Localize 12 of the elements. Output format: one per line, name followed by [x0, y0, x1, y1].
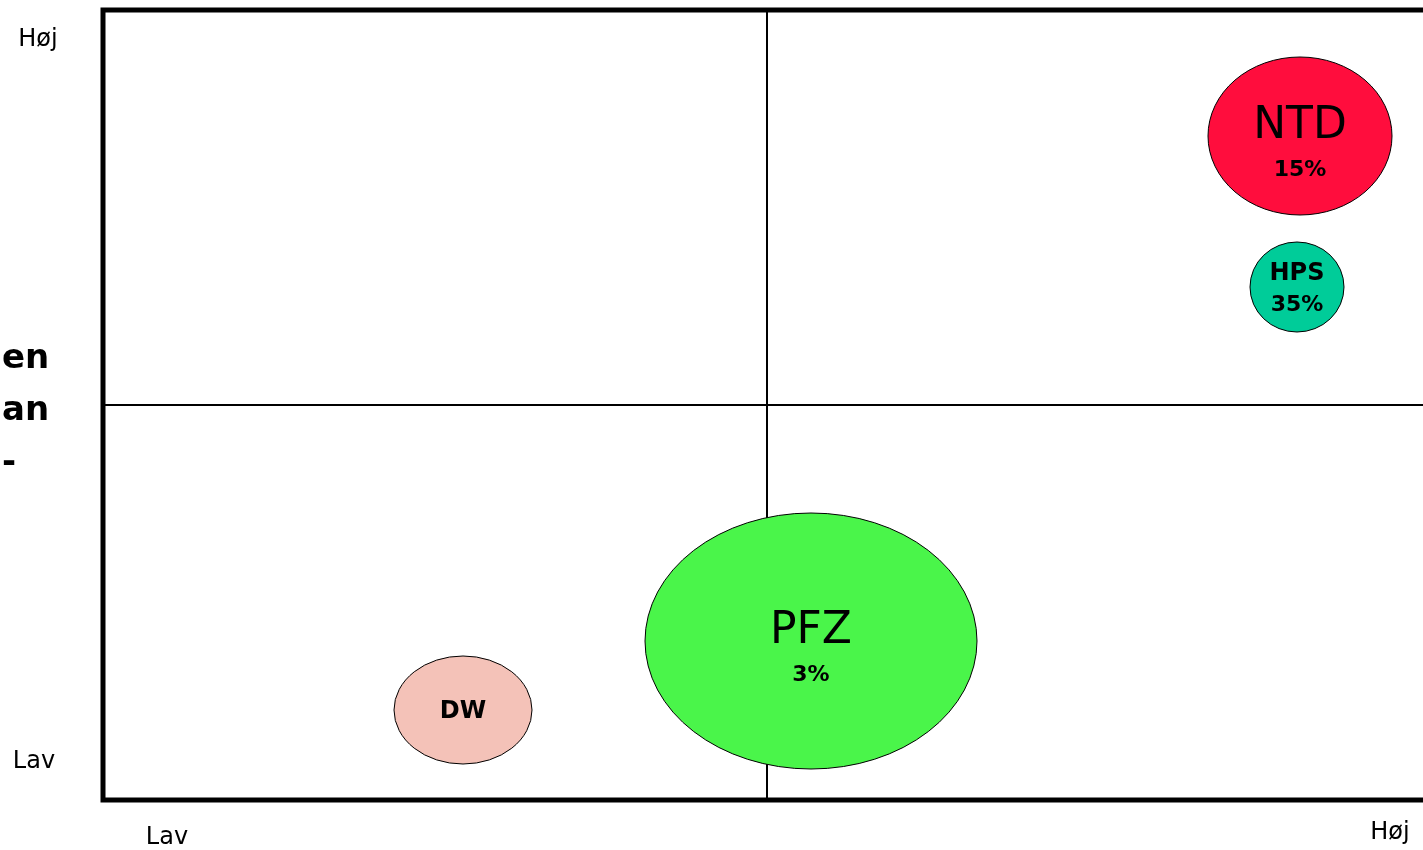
category-label: DW [439, 696, 487, 724]
text: Høj [18, 24, 58, 52]
text: Lav [145, 822, 189, 850]
category-label: NTD [1253, 96, 1347, 148]
data-label: 15% [1273, 155, 1327, 181]
category-label: PFZ [770, 601, 852, 653]
data-label: 35% [1270, 290, 1324, 316]
text: Høj [1370, 817, 1410, 845]
text: Lav [12, 746, 56, 774]
text: en an - [2, 336, 50, 480]
data-label: 3% [792, 660, 830, 686]
category-label: HPS [1269, 258, 1325, 286]
